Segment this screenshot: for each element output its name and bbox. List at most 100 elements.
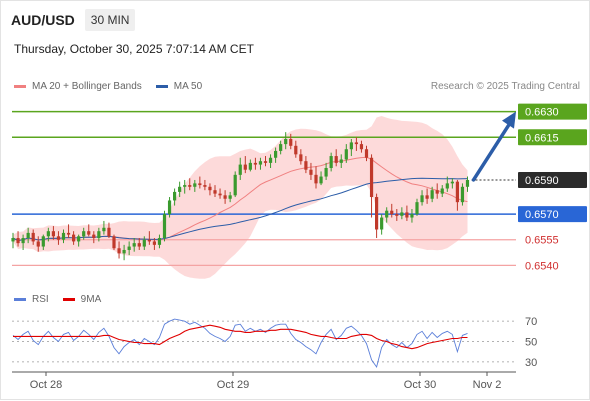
price-label-box	[518, 129, 587, 146]
price-label: 0.6570	[525, 209, 559, 221]
candle-body	[450, 181, 454, 184]
bollinger-band	[13, 116, 468, 279]
candle-body	[102, 227, 106, 232]
candle-body	[72, 234, 76, 242]
candle-body	[97, 231, 101, 239]
x-axis-label: Nov 2	[473, 379, 502, 391]
candle-body	[147, 239, 151, 242]
candle-body	[430, 190, 434, 199]
x-axis-label: Oct 29	[217, 379, 249, 391]
candle-body	[294, 145, 298, 155]
candle-body	[233, 174, 237, 196]
candle-body	[425, 195, 429, 199]
price-label: 0.6630	[525, 107, 559, 119]
candle-body	[465, 179, 470, 187]
candle-body	[400, 212, 404, 216]
legend-label-9ma: 9MA	[80, 294, 102, 305]
candle-body	[107, 227, 111, 237]
candle-body	[137, 243, 141, 247]
legend-label-rsi: RSI	[32, 294, 49, 305]
candle-body	[309, 169, 313, 175]
price-label: 0.6540	[525, 260, 559, 272]
rsi-tick-label: 30	[525, 357, 537, 369]
price-legend: MA 20 + Bollinger Bands MA 50	[14, 81, 216, 92]
legend-swatch-ma20	[14, 85, 26, 88]
candle-body	[132, 243, 136, 247]
symbol-title: AUD/USD	[11, 12, 75, 28]
candle-body	[319, 176, 323, 184]
candle-body	[435, 190, 439, 194]
candle-body	[51, 231, 55, 237]
legend-label-ma20: MA 20 + Bollinger Bands	[32, 81, 142, 92]
candle-body	[395, 214, 399, 216]
candle-body	[440, 188, 444, 194]
candle-body	[359, 144, 364, 150]
rsi-line	[12, 318, 468, 369]
datetime-label: Thursday, October 30, 2025 7:07:14 AM CE…	[14, 42, 254, 56]
candle-body	[460, 186, 465, 203]
candle-body	[167, 200, 172, 215]
candle-body	[329, 156, 333, 169]
timeframe-badge[interactable]: 30 MIN	[84, 9, 136, 31]
candle-body	[41, 236, 45, 247]
candle-body	[31, 232, 35, 242]
candle-body	[112, 236, 116, 249]
legend-swatch-rsi	[14, 298, 26, 301]
candle-body	[415, 202, 419, 215]
candle-body	[36, 241, 40, 247]
price-label-box	[518, 103, 587, 120]
candle-body	[263, 161, 268, 163]
candle-body	[77, 236, 81, 242]
candle-body	[455, 181, 459, 203]
candle-body	[21, 238, 25, 244]
candle-body	[380, 217, 384, 230]
candle-body	[349, 142, 353, 150]
candle-body	[173, 191, 177, 201]
candle-body	[248, 162, 252, 170]
candle-body	[228, 195, 232, 199]
candle-body	[314, 174, 318, 184]
candle-body	[152, 241, 156, 245]
legend-item-9ma: 9MA	[62, 294, 102, 305]
candle-body	[178, 186, 182, 192]
candle-body	[238, 164, 242, 175]
candle-body	[289, 138, 293, 146]
candle-body	[127, 246, 131, 250]
candle-body	[274, 150, 278, 158]
rsi-legend: RSI 9MA	[14, 294, 115, 305]
candle-body	[117, 248, 121, 254]
legend-item-ma20: MA 20 + Bollinger Bands	[14, 81, 142, 92]
chart-header: AUD/USD 30 MIN	[11, 9, 136, 31]
candle-body	[11, 238, 15, 242]
candle-body	[420, 195, 424, 203]
rsi-tick-label: 50	[525, 337, 537, 349]
copyright-text: Research © 2025 Trading Central	[430, 81, 580, 92]
candle-body	[218, 193, 222, 196]
candle-body	[258, 161, 263, 165]
ma50-line	[12, 177, 468, 242]
candle-body	[188, 185, 192, 187]
candles	[11, 132, 470, 261]
candle-body	[122, 249, 126, 254]
candle-body	[56, 236, 61, 240]
price-label-box	[518, 206, 587, 223]
forecast-arrow-shaft	[471, 122, 511, 182]
candle-body	[66, 232, 71, 235]
candle-body	[157, 238, 162, 245]
legend-label-ma50: MA 50	[173, 81, 203, 92]
candle-body	[375, 197, 379, 230]
candle-body	[61, 232, 66, 240]
candle-body	[203, 185, 207, 187]
candle-body	[369, 157, 374, 198]
candle-body	[26, 232, 30, 239]
candle-body	[304, 161, 308, 170]
candle-body	[284, 138, 288, 145]
candle-body	[183, 185, 187, 187]
candle-body	[16, 238, 20, 244]
price-label: 0.6590	[525, 175, 559, 187]
candle-body	[198, 183, 202, 186]
candle-body	[339, 159, 343, 163]
candle-body	[385, 210, 389, 218]
